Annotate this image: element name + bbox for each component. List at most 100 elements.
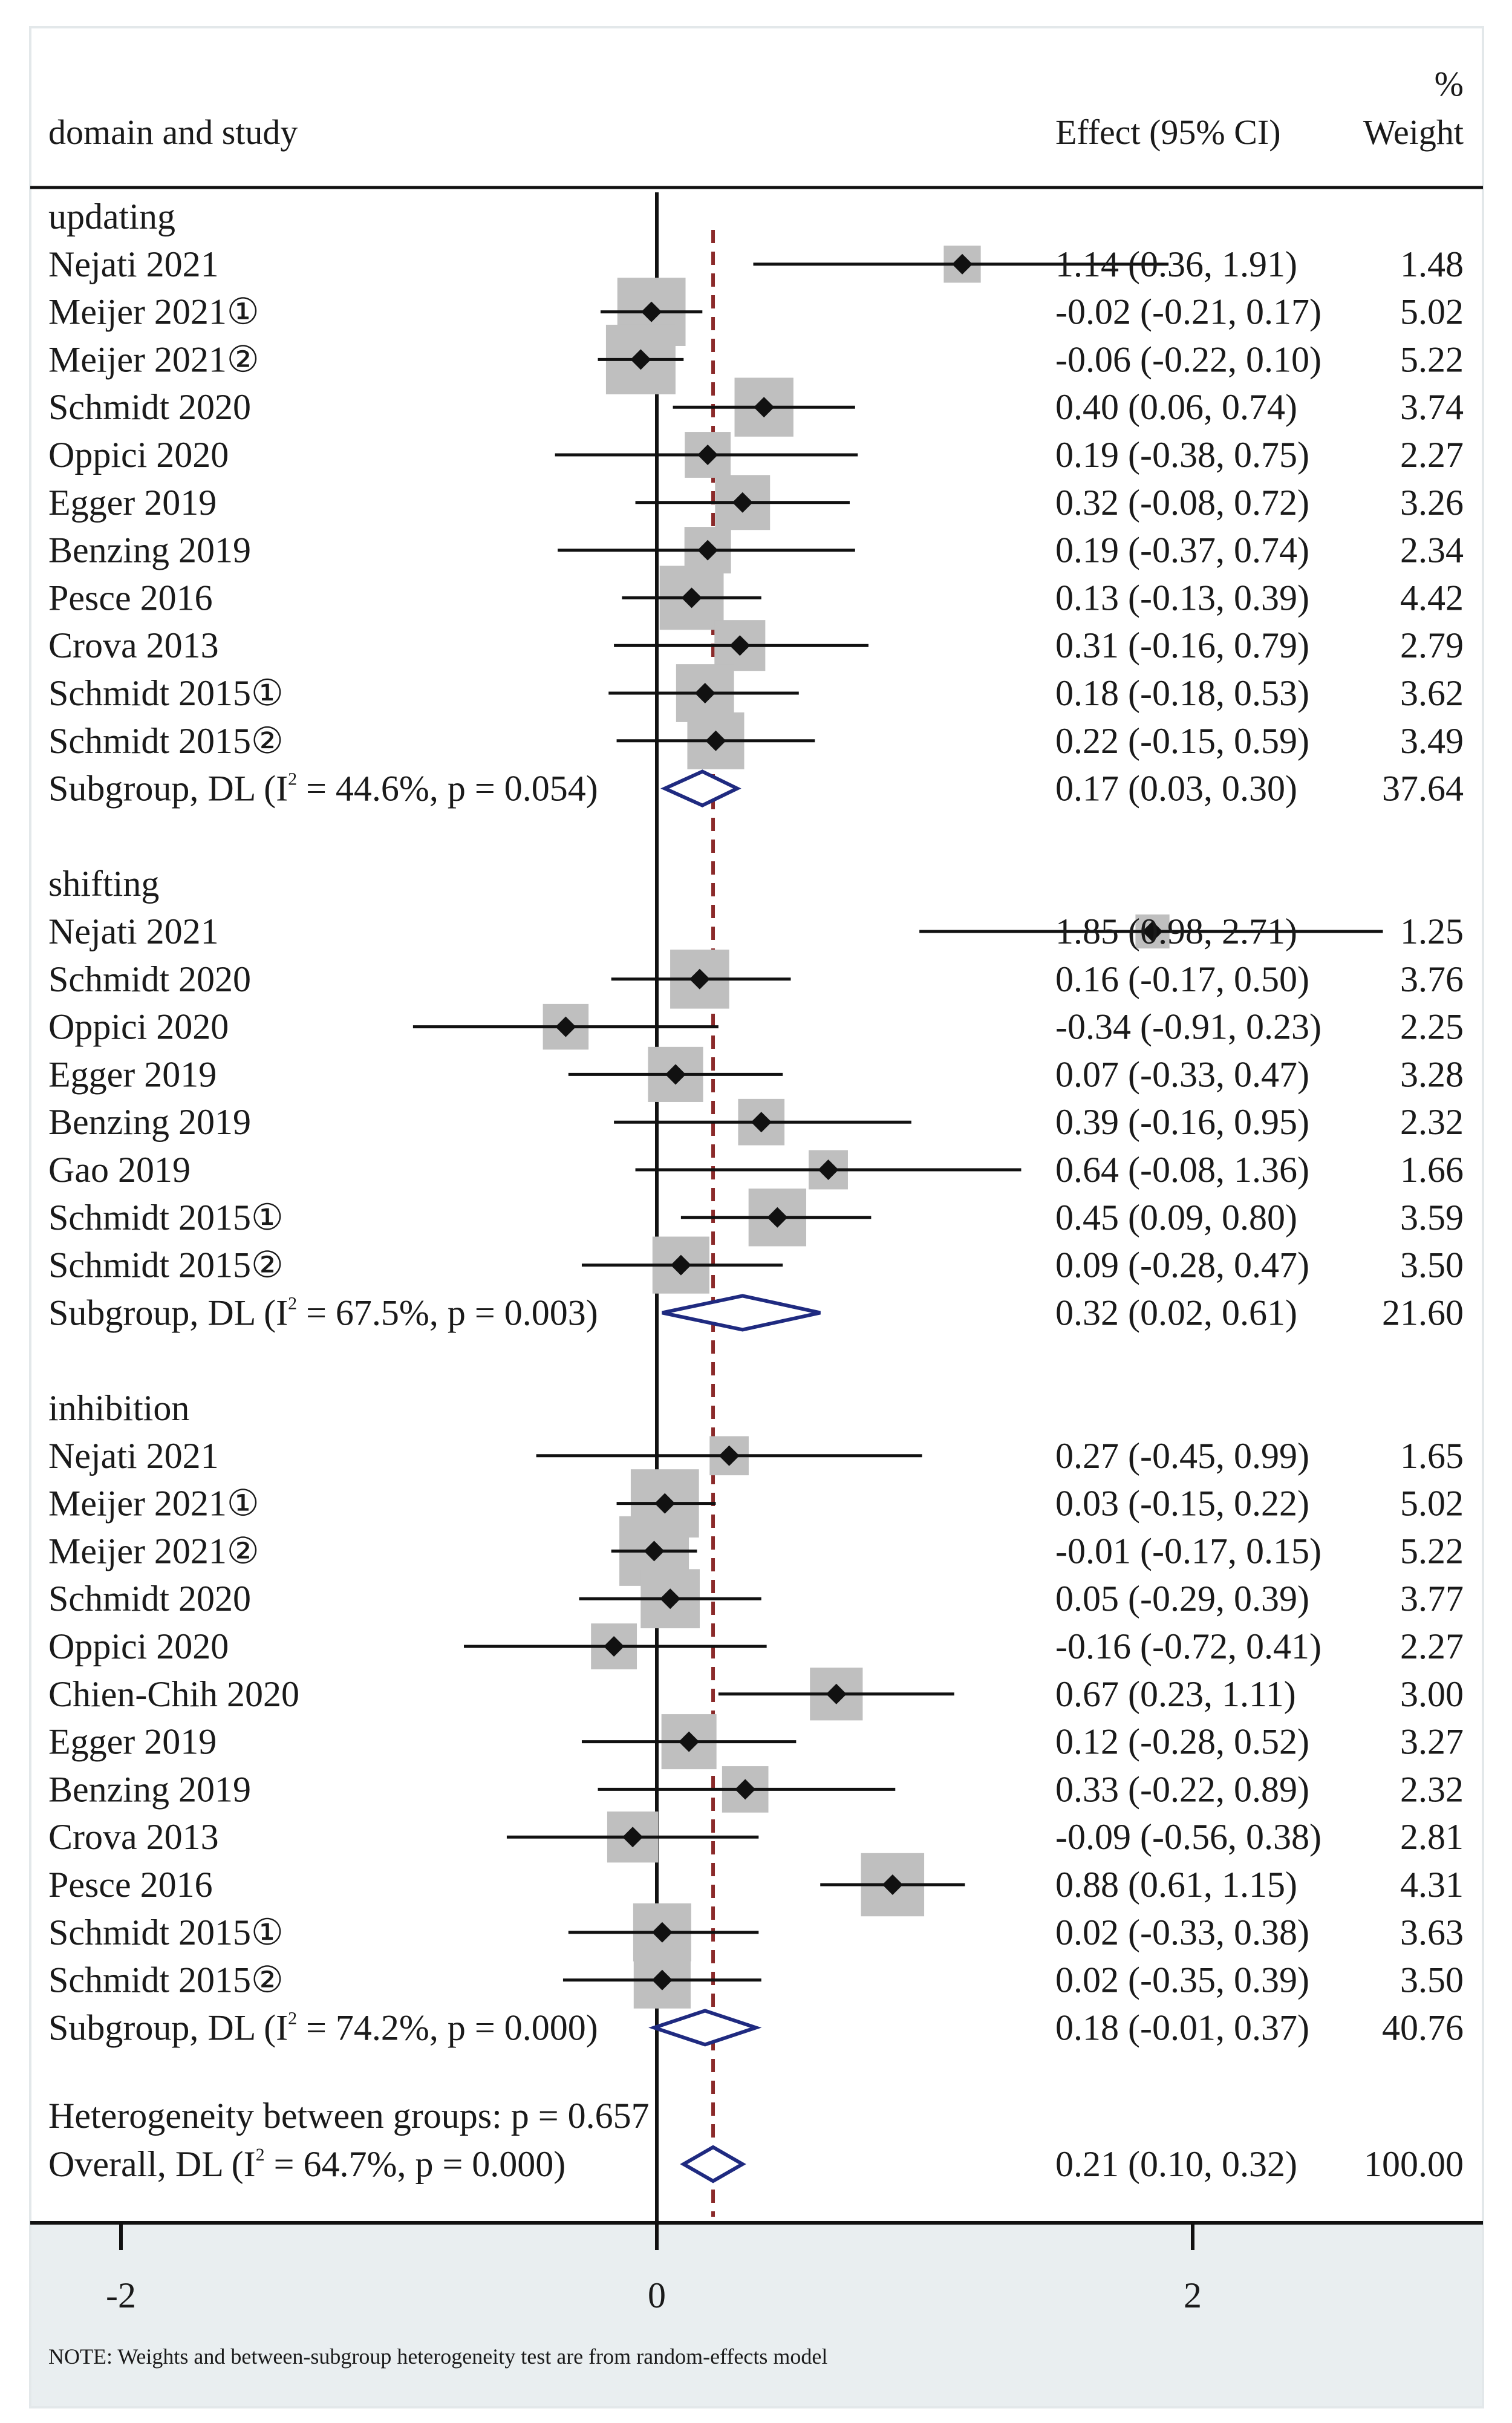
axis-panel-background: [30, 2223, 1483, 2407]
study-row: Schmidt 2015① 0.02 (-0.33, 0.38) 3.63: [48, 1903, 1464, 1962]
subgroup-row: Subgroup, DL (I2 = 74.2%, p = 0.000) 0.18…: [48, 2007, 1464, 2047]
study-effect-ci: 0.40 (0.06, 0.74): [1055, 387, 1297, 427]
study-point-estimate: [1142, 921, 1163, 942]
subgroup-diamond: [662, 1294, 821, 1332]
study-point-estimate: [697, 445, 719, 465]
footnote: NOTE: Weights and between-subgroup heter…: [48, 2344, 827, 2369]
study-weight: 2.27: [1400, 435, 1464, 475]
study-effect-ci: 0.45 (0.09, 0.80): [1055, 1198, 1297, 1238]
study-weight: 3.27: [1400, 1722, 1464, 1762]
study-effect-ci: 0.32 (-0.08, 0.72): [1055, 483, 1309, 523]
study-label: Meijer 2021②: [48, 1531, 259, 1571]
study-row: Oppici 2020 0.19 (-0.38, 0.75) 2.27: [48, 432, 1464, 478]
x-axis-tick-label: 2: [1184, 2275, 1202, 2315]
x-axis-tick-label: 0: [648, 2275, 666, 2315]
study-effect-ci: 0.22 (-0.15, 0.59): [1055, 721, 1309, 761]
study-weight: 2.81: [1400, 1817, 1464, 1857]
study-effect-ci: 0.02 (-0.33, 0.38): [1055, 1913, 1309, 1952]
study-effect-ci: 0.02 (-0.35, 0.39): [1055, 1960, 1309, 2000]
study-row: Pesce 2016 0.88 (0.61, 1.15) 4.31: [48, 1853, 1464, 1917]
study-label: Nejati 2021: [48, 244, 219, 284]
study-point-estimate: [705, 730, 726, 751]
study-effect-ci: 0.33 (-0.22, 0.89): [1055, 1769, 1309, 1809]
figure-frame: [29, 26, 1484, 2408]
study-weight: 2.79: [1400, 625, 1464, 665]
study-weight: 2.27: [1400, 1626, 1464, 1666]
study-effect-ci: 0.16 (-0.17, 0.50): [1055, 959, 1309, 999]
subgroup-row: Subgroup, DL (I2 = 44.6%, p = 0.054) 0.17…: [48, 769, 1464, 809]
study-effect-ci: 0.19 (-0.37, 0.74): [1055, 530, 1309, 570]
study-row: Schmidt 2015② 0.22 (-0.15, 0.59) 3.49: [48, 712, 1464, 769]
study-label: Benzing 2019: [48, 1769, 251, 1809]
study-weight: 1.25: [1400, 911, 1464, 951]
study-label: Schmidt 2015①: [48, 1198, 284, 1238]
study-effect-ci: 0.64 (-0.08, 1.36): [1055, 1150, 1309, 1190]
study-label: Meijer 2021①: [48, 1484, 259, 1524]
study-label: Oppici 2020: [48, 435, 229, 475]
header-weight-percent: %: [1435, 64, 1464, 103]
study-label: Schmidt 2020: [48, 1579, 251, 1619]
group-heading: shifting: [48, 864, 159, 904]
subgroup-effect-ci: 0.32 (0.02, 0.61): [1055, 1293, 1297, 1332]
study-weight: 2.34: [1400, 530, 1464, 570]
study-label: Schmidt 2020: [48, 387, 251, 427]
subgroup-weight: 37.64: [1382, 769, 1464, 809]
x-axis-tick-label: -2: [106, 2275, 136, 2315]
study-effect-ci: 0.31 (-0.16, 0.79): [1055, 625, 1309, 665]
study-effect-ci: -0.34 (-0.91, 0.23): [1055, 1007, 1321, 1047]
study-row: Schmidt 2020 0.40 (0.06, 0.74) 3.74: [48, 377, 1464, 437]
study-label: Chien-Chih 2020: [48, 1674, 299, 1714]
study-effect-ci: 0.18 (-0.18, 0.53): [1055, 673, 1309, 713]
subgroup-effect-ci: 0.17 (0.03, 0.30): [1055, 769, 1297, 809]
study-weight: 3.63: [1400, 1913, 1464, 1952]
study-weight: 5.22: [1400, 339, 1464, 379]
study-row: Egger 2019 0.32 (-0.08, 0.72) 3.26: [48, 475, 1464, 530]
header-study-label: domain and study: [48, 113, 298, 152]
study-row: Crova 2013 0.31 (-0.16, 0.79) 2.79: [48, 620, 1464, 671]
study-label: Egger 2019: [48, 483, 217, 523]
study-effect-ci: 1.85 (0.98, 2.71): [1055, 911, 1297, 951]
study-row: Oppici 2020 -0.34 (-0.91, 0.23) 2.25: [48, 1003, 1464, 1050]
study-row: Schmidt 2020 0.16 (-0.17, 0.50) 3.76: [48, 949, 1464, 1009]
study-point-estimate: [735, 1779, 756, 1800]
study-effect-ci: 0.27 (-0.45, 0.99): [1055, 1436, 1309, 1476]
study-point-estimate: [729, 635, 751, 656]
study-effect-ci: 0.19 (-0.38, 0.75): [1055, 435, 1309, 475]
study-weight: 2.32: [1400, 1769, 1464, 1809]
study-label: Benzing 2019: [48, 530, 251, 570]
study-row: Schmidt 2015② 0.09 (-0.28, 0.47) 3.50: [48, 1236, 1464, 1294]
study-point-estimate: [767, 1207, 788, 1228]
study-row: Benzing 2019 0.33 (-0.22, 0.89) 2.32: [48, 1766, 1464, 1813]
subgroup-weight: 21.60: [1382, 1293, 1464, 1332]
study-point-estimate: [651, 1969, 673, 1991]
study-point-estimate: [555, 1016, 576, 1037]
study-row: Nejati 2021 1.85 (0.98, 2.71) 1.25: [48, 911, 1464, 951]
study-point-estimate: [679, 1731, 700, 1752]
study-row: Schmidt 2020 0.05 (-0.29, 0.39) 3.77: [48, 1569, 1464, 1629]
study-row: Schmidt 2015① 0.45 (0.09, 0.80) 3.59: [48, 1189, 1464, 1247]
study-label: Pesce 2016: [48, 1865, 213, 1905]
study-label: Meijer 2021②: [48, 339, 259, 379]
study-point-estimate: [882, 1874, 903, 1895]
study-label: Schmidt 2015②: [48, 721, 284, 761]
study-point-estimate: [689, 968, 710, 990]
study-row: Crova 2013 -0.09 (-0.56, 0.38) 2.81: [48, 1812, 1464, 1863]
study-label: Oppici 2020: [48, 1626, 229, 1666]
study-effect-ci: 0.67 (0.23, 1.11): [1055, 1674, 1296, 1714]
study-effect-ci: -0.09 (-0.56, 0.38): [1055, 1817, 1321, 1857]
study-weight: 3.77: [1400, 1579, 1464, 1619]
study-label: Schmidt 2015①: [48, 1913, 284, 1952]
group-heading: updating: [48, 197, 175, 236]
subgroup-effect-ci: 0.18 (-0.01, 0.37): [1055, 2007, 1309, 2047]
group-heading: inhibition: [48, 1388, 189, 1428]
study-label: Schmidt 2015②: [48, 1960, 284, 2000]
study-point-estimate: [630, 349, 651, 370]
study-effect-ci: -0.02 (-0.21, 0.17): [1055, 292, 1321, 332]
study-row: Nejati 2021 1.14 (0.36, 1.91) 1.48: [48, 244, 1464, 284]
study-weight: 3.00: [1400, 1674, 1464, 1714]
study-weight: 2.25: [1400, 1007, 1464, 1047]
overall-weight: 100.00: [1364, 2144, 1464, 2184]
study-label: Schmidt 2015①: [48, 673, 284, 713]
study-point-estimate: [651, 1922, 673, 1943]
study-point-estimate: [622, 1827, 644, 1848]
